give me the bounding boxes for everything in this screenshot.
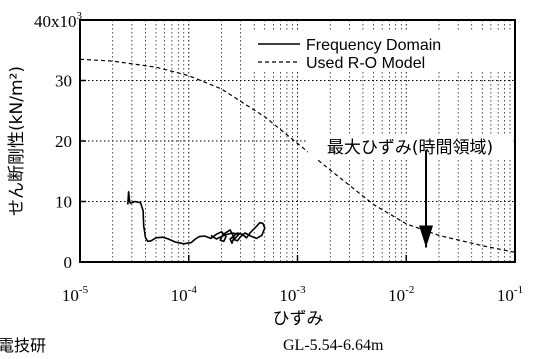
location-note: GL-5.54-6.64m bbox=[283, 337, 384, 354]
series-layer bbox=[79, 58, 516, 253]
y-tick-label: 20 bbox=[55, 132, 72, 151]
legend-box bbox=[252, 30, 514, 72]
x-tick-label: 10-2 bbox=[388, 284, 414, 305]
y-tick-label: 30 bbox=[55, 72, 72, 91]
y-axis-label: せん断剛性(kN/m²) bbox=[7, 66, 27, 216]
source-note: 電技研 bbox=[0, 336, 47, 355]
x-tick-label: 10-3 bbox=[279, 284, 306, 305]
y-tick-label: 10 bbox=[55, 193, 72, 212]
x-tick-label: 10-5 bbox=[62, 284, 89, 305]
x-axis-label: ひずみ bbox=[273, 309, 324, 329]
x-tick-label: 10-1 bbox=[497, 284, 523, 305]
legend-label: Used R-O Model bbox=[306, 55, 425, 72]
annotation-text: 最大ひずみ(時間領域) bbox=[327, 138, 493, 158]
legend-label: Frequency Domain bbox=[306, 37, 441, 54]
annotation-bg bbox=[308, 134, 513, 160]
x-tick-label: 10-4 bbox=[171, 284, 198, 305]
series-line-frequency-domain bbox=[127, 191, 266, 245]
y-tick-label: 0 bbox=[64, 253, 73, 272]
ticks: 0 10 20 30 10-5 10-4 10-3 10-2 10-1 bbox=[55, 72, 523, 306]
series-line-ro-model bbox=[79, 58, 516, 253]
y-axis-multiplier: 40x103 bbox=[34, 10, 83, 31]
annotation: 最大ひずみ(時間領域) bbox=[308, 134, 513, 248]
